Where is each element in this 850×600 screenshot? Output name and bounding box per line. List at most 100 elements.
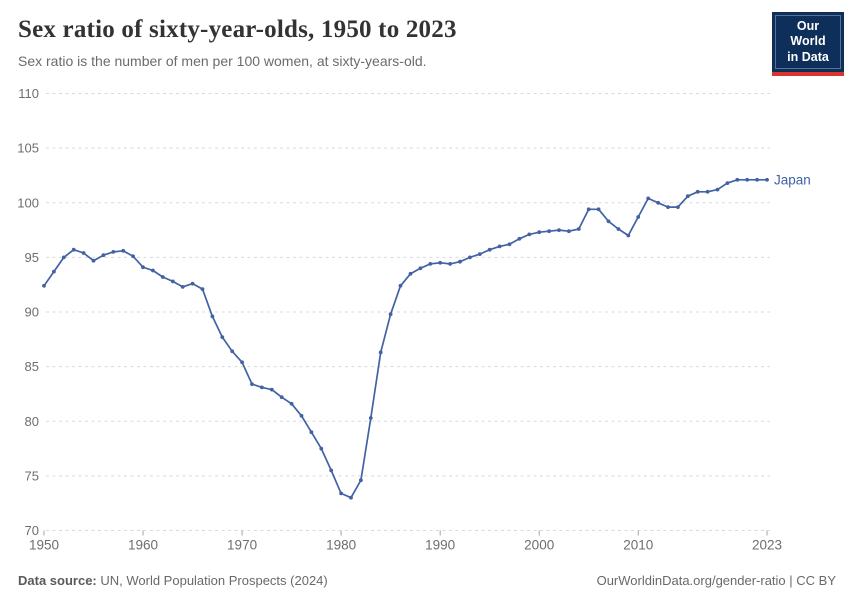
data-point[interactable]	[260, 385, 264, 390]
data-point[interactable]	[220, 335, 225, 339]
data-point[interactable]	[477, 252, 482, 256]
data-point[interactable]	[81, 251, 86, 255]
data-point[interactable]	[170, 279, 175, 284]
data-point[interactable]	[230, 349, 235, 354]
series-label-japan[interactable]: Japan	[774, 172, 811, 187]
x-axis-label: 2000	[524, 538, 554, 553]
data-point[interactable]	[279, 395, 284, 400]
y-axis-label: 75	[25, 468, 39, 483]
data-series-line[interactable]	[43, 178, 768, 499]
y-axis-label: 85	[25, 359, 39, 374]
data-point[interactable]	[309, 430, 314, 435]
data-point[interactable]	[131, 254, 136, 259]
owid-logo: Our World in Data	[772, 12, 844, 76]
x-axis-label: 2023	[752, 538, 782, 553]
owid-logo-line1: Our World	[790, 19, 826, 49]
data-point[interactable]	[725, 181, 730, 185]
data-point[interactable]	[497, 244, 502, 249]
data-point[interactable]	[715, 187, 720, 192]
data-point[interactable]	[52, 269, 56, 274]
data-point[interactable]	[388, 312, 393, 317]
data-point[interactable]	[527, 232, 532, 237]
data-point[interactable]	[646, 196, 651, 201]
data-point[interactable]	[666, 205, 670, 209]
data-point[interactable]	[398, 283, 403, 288]
data-point[interactable]	[428, 262, 433, 266]
data-point[interactable]	[458, 259, 462, 264]
data-point[interactable]	[121, 248, 126, 253]
data-point[interactable]	[42, 283, 46, 288]
data-point[interactable]	[408, 271, 413, 276]
data-point[interactable]	[329, 468, 334, 473]
y-axis-label: 90	[25, 305, 39, 320]
data-point[interactable]	[448, 262, 452, 266]
data-point[interactable]	[547, 229, 551, 234]
data-point[interactable]	[557, 228, 561, 233]
data-point[interactable]	[765, 177, 769, 182]
x-axis-label: 1960	[128, 538, 158, 553]
data-point[interactable]	[695, 189, 700, 194]
data-point[interactable]	[368, 416, 373, 420]
data-point[interactable]	[676, 205, 680, 209]
data-point[interactable]	[91, 258, 96, 263]
data-point[interactable]	[705, 189, 710, 194]
x-axis-label: 1950	[29, 538, 59, 553]
data-point[interactable]	[636, 215, 641, 219]
data-point[interactable]	[685, 194, 690, 199]
data-point[interactable]	[111, 250, 116, 254]
data-point[interactable]	[180, 285, 185, 289]
page-title: Sex ratio of sixty-year-olds, 1950 to 20…	[18, 16, 457, 43]
x-axis-label: 2010	[623, 538, 653, 553]
data-point[interactable]	[468, 255, 472, 260]
x-axis-label: 1990	[425, 538, 455, 553]
chart-footer: Data source: UN, World Population Prospe…	[0, 573, 850, 588]
data-point[interactable]	[567, 229, 571, 234]
data-point[interactable]	[190, 281, 195, 286]
data-point[interactable]	[349, 495, 353, 500]
y-axis-label: 105	[17, 141, 39, 156]
data-point[interactable]	[576, 227, 581, 231]
data-point[interactable]	[339, 491, 343, 496]
data-point[interactable]	[616, 227, 621, 231]
data-point[interactable]	[269, 387, 274, 392]
data-point[interactable]	[507, 242, 512, 247]
data-point[interactable]	[240, 360, 245, 365]
data-point[interactable]	[656, 200, 660, 205]
y-axis-label: 70	[25, 523, 39, 538]
data-point[interactable]	[596, 207, 601, 212]
data-point[interactable]	[378, 350, 383, 355]
data-point[interactable]	[537, 230, 542, 235]
data-point[interactable]	[755, 177, 759, 182]
data-point[interactable]	[71, 247, 76, 252]
data-point[interactable]	[606, 219, 611, 224]
line-chart: 70 75 80 85 90 95 100 105 110 1950 1960 1970 1980 199…	[0, 85, 850, 560]
data-point[interactable]	[745, 177, 750, 182]
data-source: Data source: UN, World Population Prospe…	[18, 573, 328, 588]
owid-logo-text: Our World in Data	[775, 15, 841, 69]
credit-link[interactable]: OurWorldinData.org/gender-ratio | CC BY	[596, 573, 836, 588]
data-point[interactable]	[160, 275, 165, 279]
data-point[interactable]	[487, 247, 492, 252]
data-point[interactable]	[438, 260, 443, 265]
data-point[interactable]	[299, 413, 304, 418]
data-point[interactable]	[200, 287, 205, 291]
data-point[interactable]	[61, 255, 66, 260]
data-point[interactable]	[210, 314, 215, 319]
data-point[interactable]	[151, 268, 155, 273]
data-point[interactable]	[250, 382, 254, 386]
data-point[interactable]	[626, 233, 631, 238]
y-axis-label: 80	[25, 414, 39, 429]
data-point[interactable]	[319, 446, 324, 451]
data-point[interactable]	[141, 265, 145, 270]
x-axis-label: 1980	[326, 538, 356, 553]
data-point[interactable]	[101, 253, 106, 258]
data-point[interactable]	[359, 478, 363, 483]
data-point[interactable]	[586, 207, 591, 212]
chart-canvas: 70 75 80 85 90 95 100 105 110 1950 1960 1970 1980 199…	[17, 86, 811, 553]
owid-logo-line2: in Data	[787, 49, 829, 64]
data-point[interactable]	[735, 177, 740, 182]
data-point[interactable]	[517, 236, 522, 241]
data-point[interactable]	[289, 401, 294, 406]
data-point[interactable]	[418, 266, 423, 271]
